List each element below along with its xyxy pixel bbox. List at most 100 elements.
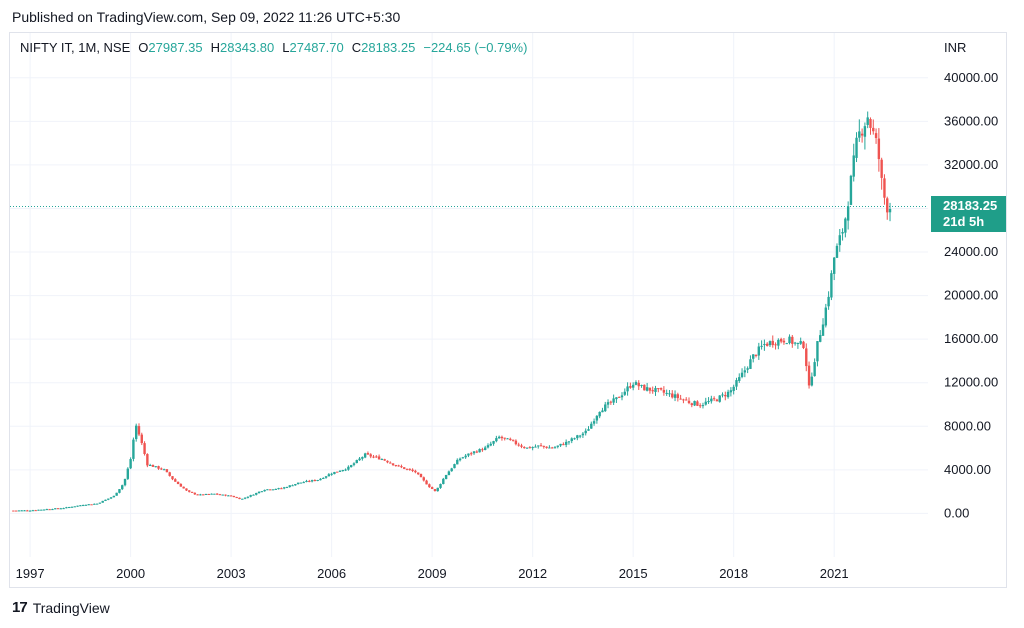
candle-body bbox=[880, 159, 883, 178]
candle-body bbox=[869, 119, 872, 128]
candle-body bbox=[509, 438, 512, 441]
candle-body bbox=[754, 354, 758, 356]
time-scale-labels: 1997 2000 2003 2006 2009 2012 2015 2018 2021 bbox=[16, 566, 849, 581]
candle-body bbox=[162, 469, 166, 471]
candle-body bbox=[416, 472, 420, 475]
candle-body bbox=[461, 457, 465, 459]
candle-body bbox=[193, 492, 197, 495]
candle-body bbox=[132, 439, 135, 459]
candle-body bbox=[852, 155, 855, 177]
candle-body bbox=[397, 465, 400, 467]
candle-body bbox=[299, 482, 303, 484]
candle-body bbox=[576, 435, 579, 439]
time-tick-label: 2000 bbox=[116, 566, 145, 581]
candle-body bbox=[802, 341, 805, 348]
candle-body bbox=[888, 208, 892, 213]
candle-body bbox=[551, 447, 554, 449]
candle-body bbox=[520, 445, 523, 447]
candle-body bbox=[564, 441, 568, 445]
time-tick-label: 2018 bbox=[719, 566, 748, 581]
candle-body bbox=[788, 336, 791, 344]
candle-body bbox=[146, 454, 149, 466]
candle-body bbox=[302, 482, 305, 484]
candle-body bbox=[171, 476, 174, 480]
candle-body bbox=[62, 508, 65, 510]
candle-body bbox=[333, 471, 336, 475]
candle-body bbox=[467, 453, 470, 456]
candle-body bbox=[305, 480, 308, 483]
candle-body bbox=[740, 372, 744, 378]
candle-body bbox=[282, 487, 286, 489]
candle-body bbox=[475, 451, 479, 453]
candle-body bbox=[419, 473, 423, 478]
candle-body bbox=[349, 465, 353, 468]
candle-body bbox=[12, 510, 15, 512]
candle-body bbox=[665, 392, 668, 394]
candle-body bbox=[453, 464, 456, 469]
candle-body bbox=[324, 476, 328, 478]
candle-body bbox=[165, 469, 169, 473]
candle-body bbox=[352, 463, 356, 465]
candle-body bbox=[37, 509, 40, 511]
candle-body bbox=[704, 401, 707, 405]
candle-body bbox=[20, 510, 23, 512]
candle-body bbox=[774, 344, 777, 346]
candle-body bbox=[757, 346, 761, 356]
candle-body bbox=[118, 489, 121, 493]
candle-body bbox=[450, 468, 453, 472]
candle-body bbox=[539, 445, 543, 447]
symbol-legend: NIFTY IT, 1M, NSE O27987.35 H28343.80 L2748… bbox=[20, 40, 527, 55]
candle-body bbox=[408, 468, 412, 470]
candle-body bbox=[121, 485, 124, 490]
candle-body bbox=[355, 460, 358, 464]
candle-body bbox=[838, 235, 841, 246]
candle-body bbox=[486, 445, 490, 448]
candle-body bbox=[107, 498, 110, 500]
candle-body bbox=[844, 218, 847, 233]
candle-body bbox=[363, 453, 367, 458]
candle-body bbox=[832, 257, 836, 274]
candle-body bbox=[495, 438, 498, 442]
candle-body bbox=[90, 504, 93, 506]
candle-body bbox=[693, 400, 696, 406]
candle-body bbox=[243, 497, 247, 499]
candle-body bbox=[204, 493, 208, 495]
candle-body bbox=[405, 468, 409, 470]
candle-body bbox=[31, 510, 35, 512]
tradingview-brand[interactable]: 17 TradingView bbox=[12, 599, 110, 616]
candle-body bbox=[637, 382, 640, 387]
candle-body bbox=[17, 510, 21, 512]
candle-body bbox=[249, 495, 252, 497]
price-scale-labels: 40000.0036000.0032000.0028000.0024000.00… bbox=[944, 70, 998, 521]
candle-body bbox=[23, 510, 26, 512]
candle-body bbox=[472, 451, 476, 454]
candle-body bbox=[779, 338, 783, 342]
candle-body bbox=[79, 505, 82, 507]
candle-body bbox=[288, 485, 291, 487]
candle-body bbox=[528, 447, 532, 449]
candle-body bbox=[735, 380, 738, 387]
chart-pane[interactable] bbox=[9, 32, 1007, 588]
currency-label[interactable]: INR bbox=[944, 40, 967, 55]
candle-body bbox=[698, 405, 702, 407]
candle-body bbox=[581, 433, 585, 436]
candle-body bbox=[157, 466, 160, 469]
candle-body bbox=[631, 384, 635, 388]
candle-body bbox=[400, 466, 403, 468]
low-value: 27487.70 bbox=[289, 40, 344, 55]
candle-body bbox=[592, 421, 596, 424]
candle-body bbox=[573, 438, 576, 440]
candle-body bbox=[523, 447, 526, 449]
candle-body bbox=[855, 137, 858, 158]
candle-body bbox=[824, 307, 828, 326]
symbol-name[interactable]: NIFTY IT, 1M, NSE bbox=[20, 40, 131, 55]
candle-body bbox=[492, 441, 495, 444]
candle-body bbox=[841, 232, 844, 234]
candle-body bbox=[188, 490, 191, 492]
candle-body bbox=[238, 497, 241, 500]
candle-body bbox=[266, 489, 269, 491]
change-value: −224.65 (−0.79%) bbox=[423, 40, 528, 55]
candle-body bbox=[322, 478, 325, 480]
candle-body bbox=[115, 492, 118, 496]
